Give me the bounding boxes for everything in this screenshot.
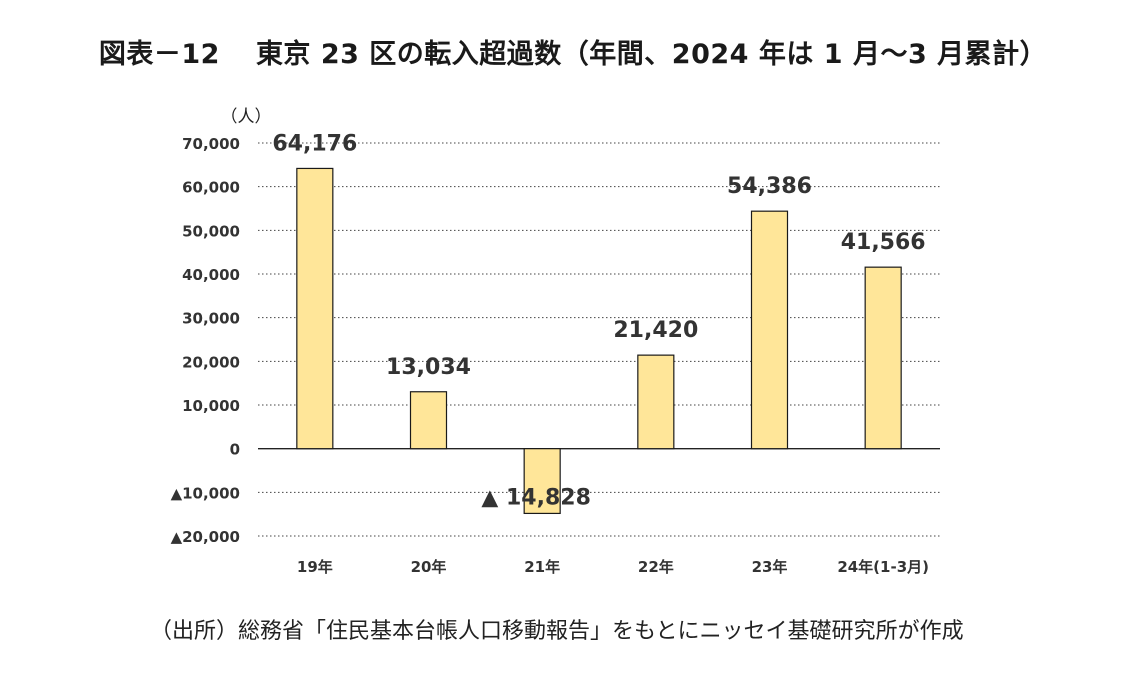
y-tick-label: 30,000 [182, 310, 240, 328]
chart-title: 図表－12 東京 23 区の転入超過数（年間、2024 年は 1 月～3 月累計） [0, 32, 1146, 71]
bar [523, 448, 561, 515]
data-label: 54,386 [727, 174, 812, 199]
x-tick-label: 23年 [752, 558, 788, 576]
x-tick-label: 22年 [638, 558, 674, 576]
bar [637, 354, 675, 450]
bar [296, 167, 334, 450]
x-tick-label: 21年 [524, 558, 560, 576]
x-tick-label: 19年 [297, 558, 333, 576]
value-labels: 64,176 13,034 ▲ 14,828 21,420 54,386 41,566 [272, 131, 925, 510]
data-label: 41,566 [841, 230, 926, 255]
figure-number: 図表－12 [98, 39, 220, 70]
x-tick-label: 20年 [411, 558, 447, 576]
y-unit-label: （人） [221, 107, 272, 127]
data-label: 13,034 [386, 355, 471, 380]
bar [750, 210, 789, 450]
data-label: 64,176 [272, 131, 357, 156]
x-tick-label: 24年(1-3月) [837, 558, 929, 576]
y-tick-label: 40,000 [182, 266, 240, 284]
y-tick-label: 70,000 [182, 135, 240, 153]
y-tick-label: 20,000 [182, 353, 240, 371]
x-axis: 19年 20年 21年 22年 23年 24年(1-3月) [297, 558, 929, 576]
y-tick-label: 50,000 [182, 222, 240, 240]
y-tick-label: ▲20,000 [171, 528, 240, 546]
y-tick-label: 60,000 [182, 179, 240, 197]
y-tick-label: ▲10,000 [171, 484, 240, 502]
bar [409, 391, 448, 450]
y-axis: 70,000 60,000 50,000 40,000 30,000 20,000 10,0… [171, 135, 240, 546]
bar [864, 266, 902, 450]
data-label: 21,420 [613, 318, 698, 343]
data-label: ▲ 14,828 [481, 485, 590, 510]
bars [296, 167, 902, 515]
grid-lines [258, 142, 940, 537]
y-tick-label: 10,000 [182, 397, 240, 415]
title-text: 東京 23 区の転入超過数（年間、2024 年は 1 月～3 月累計） [255, 39, 1048, 70]
y-tick-label: 0 [230, 441, 240, 459]
source-note: （出所）総務省「住民基本台帳人口移動報告」をもとにニッセイ基礎研究所が作成 [150, 619, 964, 644]
